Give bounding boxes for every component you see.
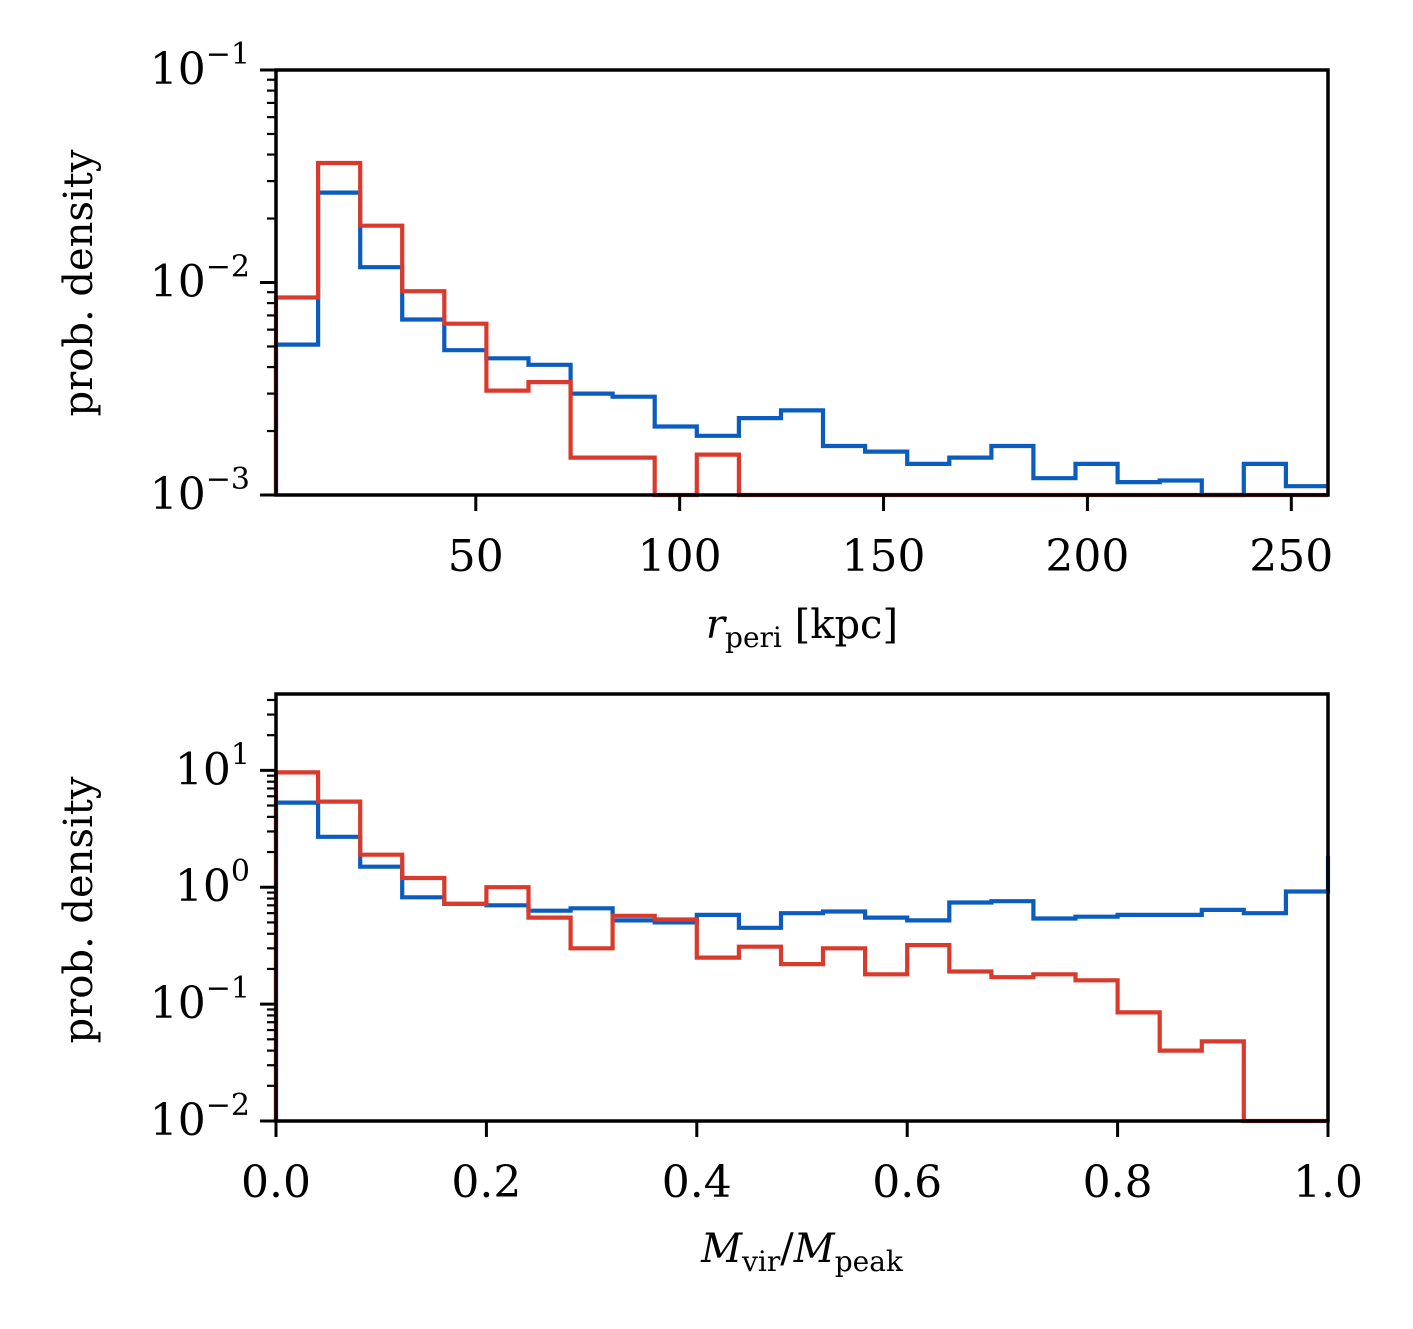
x-tick-label: 200 [1045, 531, 1129, 582]
top-y-axis-label: prob. density [56, 149, 102, 416]
bottom-x-ticks: 0.0 0.2 0.4 0.6 0.8 1.0 [241, 1121, 1363, 1208]
x-tick-label: 0.0 [241, 1157, 311, 1208]
bottom-x-axis-label: Mvir/Mpeak [700, 1226, 904, 1278]
y-tick-label: 10−2 [150, 1088, 250, 1146]
y-tick-label: 10−2 [150, 250, 250, 308]
x-tick-label: 0.6 [872, 1157, 942, 1208]
x-tick-label: 0.2 [451, 1157, 521, 1208]
top-histogram-panel: 50 100 150 200 250 10−1 10−2 10−3 prob. densit… [56, 37, 1333, 654]
top-x-label-main: r [706, 602, 728, 648]
histogram-series-red [273, 160, 1328, 498]
bottom-y-ticks: 101 100 10−1 10−2 [150, 737, 276, 1146]
bottom-x-label-m1: M [700, 1226, 743, 1272]
y-tick-label: 10−3 [150, 462, 250, 520]
y-tick-label: 101 [175, 737, 250, 795]
y-tick-label: 100 [175, 854, 250, 912]
bottom-y-axis-label: prob. density [56, 776, 102, 1043]
bottom-plot-frame [274, 692, 1330, 1123]
y-tick-label: 10−1 [150, 37, 250, 95]
x-tick-label: 250 [1249, 531, 1333, 582]
top-x-ticks: 50 100 150 200 250 [448, 495, 1333, 582]
bottom-x-label-s2: peak [835, 1245, 904, 1278]
top-series-group [273, 160, 1328, 498]
x-tick-label: 0.8 [1083, 1157, 1153, 1208]
bottom-series-group [273, 770, 1331, 1124]
top-plot-frame [274, 68, 1330, 497]
top-x-axis-label: rperi [kpc] [706, 602, 898, 654]
histogram-series-blue [273, 190, 1328, 498]
histogram-series-blue [273, 800, 1331, 1121]
top-x-label-sub: peri [725, 621, 782, 654]
top-x-label-unit: [kpc] [782, 602, 898, 648]
x-tick-label: 100 [638, 531, 722, 582]
x-tick-label: 0.4 [662, 1157, 732, 1208]
top-y-ticks: 10−1 10−2 10−3 [150, 37, 276, 520]
bottom-x-label-slash: / [780, 1226, 794, 1272]
bottom-histogram-panel: 0.0 0.2 0.4 0.6 0.8 1.0 101 100 10−1 10−2 prob. … [56, 692, 1363, 1278]
x-tick-label: 1.0 [1293, 1157, 1363, 1208]
x-tick-label: 150 [842, 531, 926, 582]
bottom-x-label-m2: M [793, 1226, 836, 1272]
y-tick-label: 10−1 [150, 971, 250, 1029]
histogram-series-red [273, 770, 1328, 1124]
bottom-x-label-s1: vir [741, 1245, 781, 1278]
x-tick-label: 50 [448, 531, 504, 582]
